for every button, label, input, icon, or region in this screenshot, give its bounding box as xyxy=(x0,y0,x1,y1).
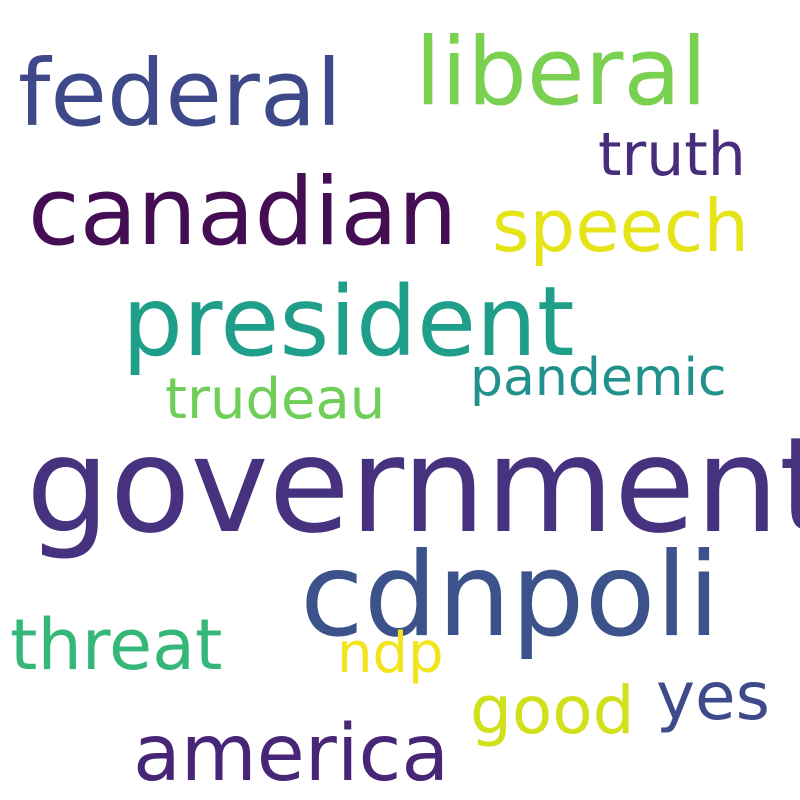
word-federal: federal xyxy=(18,40,342,147)
word-speech: speech xyxy=(492,184,750,268)
word-threat: threat xyxy=(10,604,223,686)
word-canadian: canadian xyxy=(28,158,458,267)
word-pandemic: pandemic xyxy=(470,348,727,408)
word-ndp: ndp xyxy=(337,621,444,686)
word-cdnpoli: cdnpoli xyxy=(300,528,720,663)
word-liberal: liberal xyxy=(415,18,708,127)
word-trudeau: trudeau xyxy=(165,367,386,432)
word-truth: truth xyxy=(598,120,746,190)
word-president: president xyxy=(122,266,575,378)
word-america: america xyxy=(133,709,450,799)
word-government: government xyxy=(26,409,800,563)
word-good: good xyxy=(470,672,635,749)
word-yes: yes xyxy=(656,658,771,735)
